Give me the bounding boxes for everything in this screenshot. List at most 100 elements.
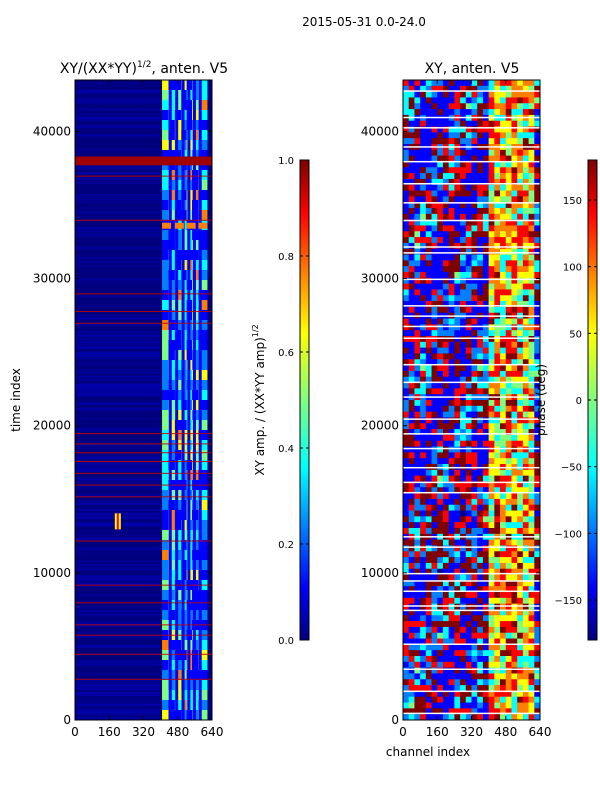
heatmap-cell xyxy=(488,487,495,494)
heatmap-cell xyxy=(511,440,518,448)
heatmap-cell xyxy=(494,411,501,418)
heatmap-cell xyxy=(168,670,178,680)
heatmap-gap xyxy=(168,310,172,320)
heatmap-cell xyxy=(414,376,421,384)
heatmap-cell xyxy=(517,650,524,657)
heatmap-cell xyxy=(477,353,484,360)
heatmap-cell xyxy=(517,405,524,413)
heatmap-cell xyxy=(534,254,540,261)
heatmap-cell xyxy=(488,208,495,215)
heatmap-cell xyxy=(494,528,501,535)
heatmap-cell xyxy=(414,103,421,110)
heatmap-cell xyxy=(192,260,202,270)
heatmap-cell xyxy=(437,365,444,372)
heatmap-cell xyxy=(482,184,490,192)
heatmap-gap xyxy=(187,100,191,110)
heatmap-cell xyxy=(442,609,450,616)
heatmap-cell xyxy=(522,516,530,523)
heatmap-cell xyxy=(408,272,415,279)
heatmap-cell xyxy=(192,330,202,340)
heatmap-cell xyxy=(534,376,540,384)
heatmap-cell xyxy=(162,190,172,200)
heatmap-cell xyxy=(454,446,461,453)
heatmap-cell xyxy=(471,132,478,139)
heatmap-cell xyxy=(454,341,461,349)
heatmap-cell xyxy=(460,370,467,378)
heatmap-cell xyxy=(482,487,490,494)
heatmap-cell xyxy=(488,353,495,360)
heatmap-cell xyxy=(437,411,444,418)
heatmap-cell xyxy=(168,450,178,460)
heatmap-gap xyxy=(192,460,196,470)
heatmap-stripe xyxy=(75,575,160,578)
heatmap-cell xyxy=(534,324,540,331)
heatmap-cell xyxy=(477,155,484,162)
heatmap-cell xyxy=(522,603,530,610)
heatmap-cell xyxy=(511,242,518,250)
heatmap-cell xyxy=(534,347,540,354)
heatmap-gap xyxy=(168,700,172,710)
heatmap-cell xyxy=(431,359,438,366)
heatmap-cell xyxy=(437,301,444,308)
heatmap-cell xyxy=(511,155,518,162)
heatmap-cell xyxy=(425,452,433,459)
heatmap-cell xyxy=(181,330,191,340)
heatmap-cell xyxy=(186,210,196,220)
heatmap-cell xyxy=(425,400,433,407)
heatmap-cell xyxy=(534,382,540,389)
heatmap-cell xyxy=(505,458,512,465)
heatmap-cell xyxy=(471,208,478,215)
heatmap-cell xyxy=(511,452,518,459)
heatmap-gap xyxy=(181,510,185,520)
heatmap-cell xyxy=(534,551,540,558)
heatmap-cell xyxy=(488,365,495,372)
heatmap-cell xyxy=(488,184,495,192)
heatmap-cell xyxy=(437,609,444,616)
heatmap-cell xyxy=(482,126,490,133)
heatmap-gap xyxy=(181,170,185,180)
heatmap-cell xyxy=(528,469,535,477)
heatmap-gap xyxy=(187,550,191,560)
heatmap-cell xyxy=(494,522,501,529)
heatmap-gap xyxy=(198,120,202,130)
heatmap-cell xyxy=(442,702,450,709)
heatmap-gap xyxy=(187,410,191,420)
heatmap-gap xyxy=(168,670,172,680)
x-tick-label: 640 xyxy=(529,725,552,739)
heatmap-cell xyxy=(494,481,501,488)
heatmap-cell xyxy=(174,170,184,180)
heatmap-cell xyxy=(471,231,478,238)
heatmap-cell xyxy=(408,283,415,290)
heatmap-cell xyxy=(511,597,518,605)
heatmap-cell xyxy=(454,434,461,442)
heatmap-cell xyxy=(192,470,202,480)
heatmap-cell xyxy=(528,208,535,215)
heatmap-cell xyxy=(471,475,478,482)
heatmap-cell xyxy=(448,574,455,581)
heatmap-stripe xyxy=(75,330,160,333)
heatmap-stripe xyxy=(75,113,160,115)
heatmap-cell xyxy=(448,661,455,669)
heatmap-gap xyxy=(192,400,196,410)
heatmap-cell xyxy=(186,700,196,710)
heatmap-gap xyxy=(192,590,196,600)
heatmap-gap xyxy=(198,610,202,620)
heatmap-cell xyxy=(448,702,455,709)
heatmap-cell xyxy=(186,260,196,270)
heatmap-gap xyxy=(168,350,172,360)
heatmap-cell xyxy=(517,400,524,407)
heatmap-cell xyxy=(460,231,467,238)
heatmap-cell xyxy=(420,248,427,256)
heatmap-cell xyxy=(442,80,450,87)
heatmap-gap xyxy=(175,420,179,430)
heatmap-gap xyxy=(198,140,202,150)
heatmap-cell xyxy=(403,167,410,174)
heatmap-cell xyxy=(425,522,433,529)
heatmap-gap xyxy=(168,600,172,610)
heatmap-cell xyxy=(494,132,501,139)
heatmap-cell xyxy=(431,516,438,523)
heatmap-cell xyxy=(477,516,484,523)
heatmap-cell xyxy=(460,685,467,692)
heatmap-cell xyxy=(528,85,535,93)
heatmap-cell xyxy=(528,336,535,343)
